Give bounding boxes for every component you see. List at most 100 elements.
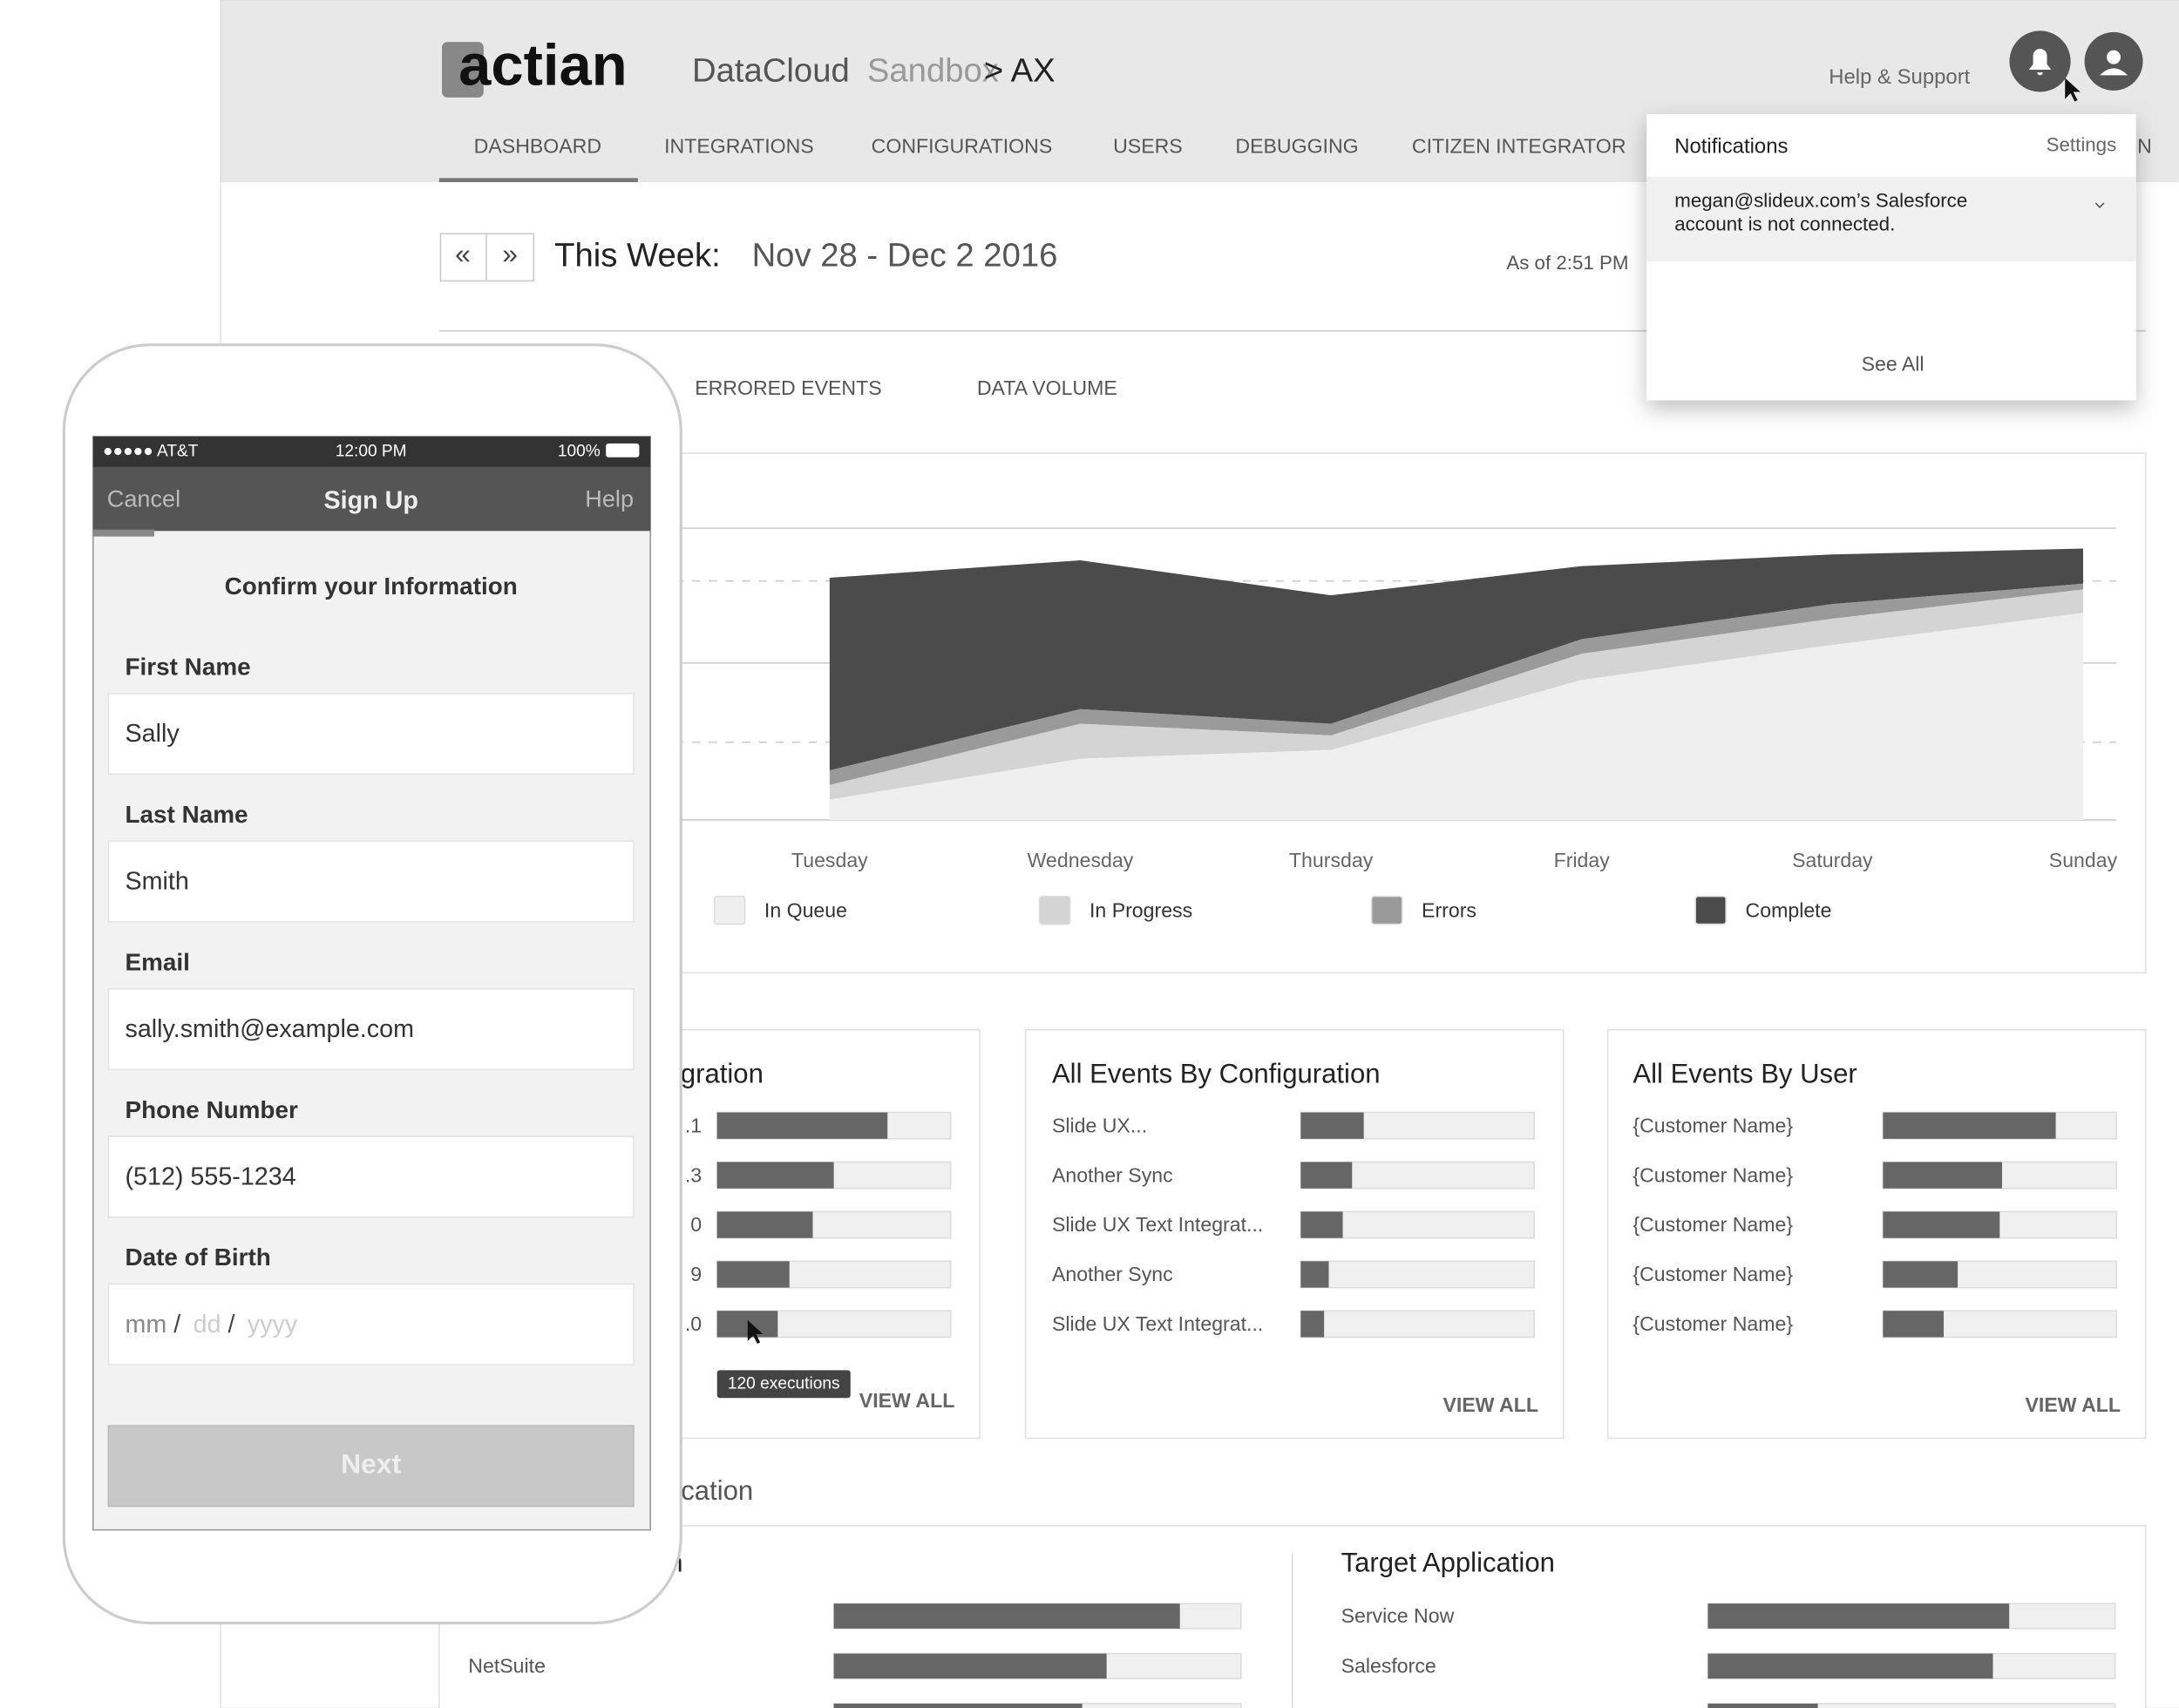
nav-item[interactable]: CONFIGURATIONS	[872, 134, 1053, 157]
cancel[interactable]: Cancel	[107, 485, 180, 512]
field-input[interactable]	[107, 1135, 635, 1218]
view-all[interactable]: VIEW ALL	[1442, 1393, 1538, 1416]
bar	[716, 1211, 813, 1238]
progress	[92, 529, 154, 537]
field-label: Phone Number	[125, 1096, 297, 1123]
next-button[interactable]	[107, 1425, 635, 1508]
notifications-title: Notifications	[1674, 135, 1788, 159]
row-label: Another Sync	[1052, 1163, 1173, 1186]
row-label: {Customer Name}	[1633, 1312, 1793, 1335]
legend-label: Errors	[1422, 898, 1476, 921]
apps-title: Target Application	[1341, 1548, 1555, 1578]
field-label: First Name	[125, 654, 250, 681]
legend-swatch	[713, 895, 746, 925]
field-value: Sally	[125, 720, 180, 748]
field-input[interactable]	[107, 1283, 635, 1366]
row-label: {Customer Name}	[1633, 1263, 1793, 1285]
environment: Sandbox	[867, 51, 999, 89]
row-label: {Customer Name}	[1633, 1213, 1793, 1236]
notification-text: account is not connected.	[1674, 213, 1895, 234]
notifications-settings[interactable]: Settings	[2047, 134, 2117, 156]
nav-underline	[438, 178, 638, 183]
bar	[1707, 1703, 1818, 1708]
field-input[interactable]	[107, 693, 635, 776]
field-input[interactable]	[107, 988, 635, 1071]
bar	[833, 1603, 1180, 1629]
dob-placeholder: dd	[193, 1311, 221, 1339]
area	[829, 583, 2083, 785]
legend-swatch	[1694, 895, 1728, 925]
product: DataCloud	[692, 51, 850, 89]
help[interactable]: Help	[585, 485, 634, 512]
bar	[1300, 1162, 1353, 1189]
week-range: Nov 28 - Dec 2 2016	[752, 236, 1058, 274]
nav-item[interactable]: N	[2137, 134, 2152, 157]
bell-icon	[2028, 49, 2052, 76]
view-all[interactable]: VIEW ALL	[2025, 1393, 2121, 1416]
bar	[716, 1261, 790, 1288]
legend-label: Complete	[1746, 898, 1832, 921]
nav-item[interactable]: CITIZEN INTEGRATOR	[1412, 134, 1626, 157]
row-label: {Customer Name}	[1633, 1163, 1793, 1186]
legend-swatch	[1038, 895, 1071, 925]
dob-placeholder: yyyy	[248, 1311, 298, 1339]
carrier: ●●●●● AT&T	[103, 442, 199, 460]
row-label: .1	[685, 1114, 702, 1136]
field-value: Smith	[125, 868, 188, 896]
field-input[interactable]	[107, 840, 635, 923]
x-tick-label: Friday	[1554, 849, 1611, 871]
tab[interactable]: DATA VOLUME	[977, 376, 1117, 399]
profile-icon	[2100, 50, 2128, 76]
nav-item[interactable]: DASHBOARD	[474, 134, 601, 157]
panel-title: All Events By User	[1633, 1059, 1857, 1089]
account: > AX	[984, 51, 1056, 89]
field-label: Email	[125, 948, 189, 975]
bar	[1707, 1603, 2010, 1629]
battery-icon	[606, 443, 640, 458]
nav-item[interactable]: INTEGRATIONS	[664, 134, 814, 157]
row-label: Salesforce	[1341, 1655, 1436, 1678]
row-label: Another Sync	[1052, 1263, 1173, 1285]
bar	[716, 1162, 834, 1189]
row-label: {Customer Name}	[1633, 1114, 1793, 1136]
as-of: As of 2:51 PM	[1506, 252, 1628, 274]
field-value: sally.smith@example.com	[125, 1015, 414, 1043]
chevron[interactable]	[2094, 202, 2105, 208]
row-label: .3	[685, 1163, 702, 1186]
status-bar	[92, 436, 651, 467]
bar	[1883, 1311, 1945, 1338]
bar	[833, 1653, 1107, 1679]
x-tick-label: Thursday	[1289, 849, 1374, 871]
cursor	[747, 1319, 764, 1345]
view-all[interactable]: VIEW ALL	[859, 1389, 955, 1412]
prev-week[interactable]: «	[455, 238, 471, 269]
row-label: Service Now	[1341, 1604, 1455, 1627]
panel-title: All Events By Configuration	[1052, 1059, 1381, 1089]
form-heading: Confirm your Information	[225, 573, 518, 600]
next-week[interactable]: »	[502, 238, 518, 269]
notification-item[interactable]	[1646, 176, 2136, 261]
time: 12:00 PM	[336, 442, 407, 460]
logo: actian	[458, 33, 628, 98]
phone-title: Sign Up	[324, 486, 418, 514]
section-heading: cation	[681, 1475, 753, 1506]
nav-item[interactable]: DEBUGGING	[1235, 134, 1358, 157]
notification-text: megan@slideux.com’s Salesforce	[1674, 189, 1967, 211]
row-label: .0	[685, 1312, 702, 1335]
x-tick-label: Wednesday	[1028, 849, 1134, 871]
legend-label: In Queue	[764, 898, 847, 921]
nav-item[interactable]: USERS	[1113, 134, 1183, 157]
week-label: This Week:	[554, 236, 721, 274]
area	[829, 613, 2083, 820]
phone-screen	[92, 436, 651, 1531]
area	[829, 548, 2083, 771]
phone-nav	[92, 466, 651, 532]
logo-mark	[442, 42, 484, 98]
battery: 100%	[558, 442, 601, 460]
tab[interactable]: ERRORED EVENTS	[695, 376, 881, 399]
help-link[interactable]: Help & Support	[1829, 65, 1970, 89]
dob-separator: /	[227, 1311, 234, 1339]
row-label: 0	[690, 1213, 702, 1236]
see-all[interactable]: See All	[1862, 353, 1924, 376]
